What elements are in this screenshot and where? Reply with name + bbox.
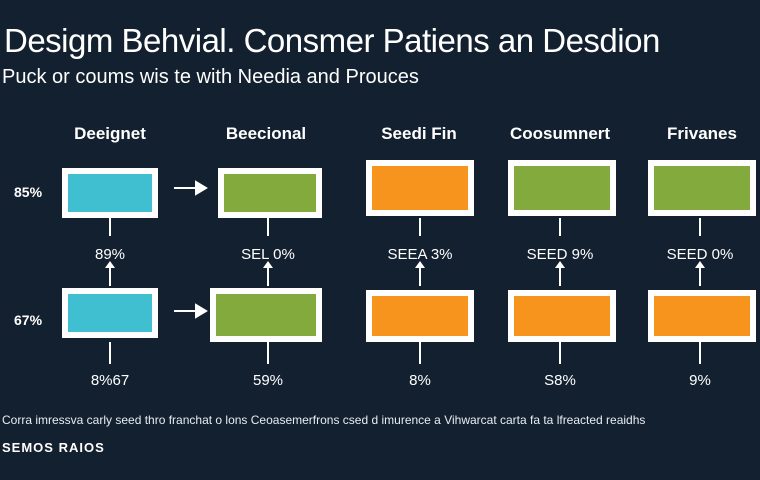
- box-behavioral-top: [218, 168, 322, 218]
- value-seed-top: SEEA 3%: [387, 246, 453, 263]
- value-consumer-top: SEED 9%: [526, 246, 594, 263]
- column-header-behavioral: Beecional: [225, 124, 307, 143]
- row-label-top: 85%: [14, 184, 43, 200]
- footnote: Corra imressva carly seed thro franchat …: [2, 413, 646, 427]
- row-label-bottom: 67%: [14, 312, 43, 328]
- page-subtitle: Puck or coums wis te with Needia and Pro…: [2, 66, 419, 88]
- box-frivanes-top: [648, 160, 756, 216]
- box-designer-bottom: [62, 288, 158, 338]
- box-designer-top: [62, 168, 158, 218]
- value-consumer-bottom: S8%: [544, 372, 576, 389]
- value-designer-top: 89%: [94, 246, 126, 263]
- footer-label: SEMOS RAIOS: [2, 440, 105, 455]
- box-behavioral-bottom: [210, 288, 322, 342]
- value-frivanes-top: SEED 0%: [666, 246, 734, 263]
- column-header-consumer: Coosumnert: [509, 124, 611, 143]
- value-seed-bottom: 8%: [409, 372, 431, 389]
- box-seed-top: [366, 160, 474, 216]
- box-frivanes-bottom: [648, 290, 756, 342]
- box-consumer-bottom: [508, 290, 616, 342]
- value-frivanes-bottom: 9%: [689, 372, 711, 389]
- box-consumer-top: [508, 160, 616, 216]
- page-title: Desigm Behvial. Consmer Patiens an Desdi…: [4, 22, 660, 59]
- column-header-designer: Deeignet: [74, 124, 146, 143]
- box-seed-bottom: [366, 290, 474, 342]
- value-behavioral-bottom: 59%: [252, 372, 284, 389]
- column-header-seed: Seedi Fin: [381, 124, 457, 143]
- value-designer-bottom: 8%67: [90, 372, 130, 389]
- column-header-frivanes: Frivanes: [667, 124, 737, 143]
- value-behavioral-top: SEL 0%: [241, 246, 295, 263]
